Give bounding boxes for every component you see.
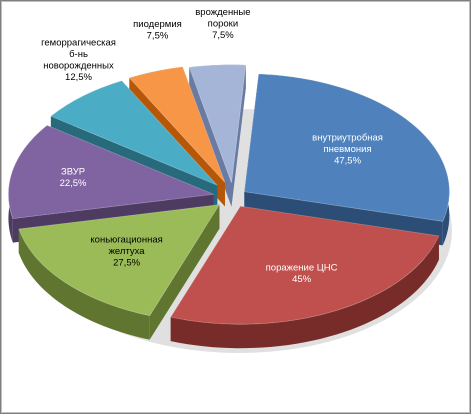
slice-category-label: новорожденных (43, 61, 114, 72)
pie-slice (50, 80, 218, 186)
slice-category-label: геморрагическая (41, 38, 116, 49)
slice-category-label: врожденные (195, 7, 250, 18)
slice-category-label: поражение ЦНС (266, 262, 338, 273)
pie-slice (8, 124, 215, 220)
slice-value-label: 12,5% (65, 72, 92, 83)
slice-category-label: пневмония (324, 144, 372, 155)
slice-category-label: внутриутробная (312, 132, 383, 143)
slice-value-label: 7,5% (212, 30, 234, 41)
slice-value-label: 22,5% (60, 178, 87, 189)
slice-value-label: 27,5% (113, 258, 140, 269)
pie-slice-edge (18, 228, 150, 340)
pie-slice-wall (231, 65, 246, 207)
slice-category-label: желтуха (109, 246, 146, 257)
pie-slice-wall (149, 204, 220, 340)
slice-value-label: 47,5% (334, 155, 361, 166)
slice-category-label: пороки (208, 18, 238, 29)
pie-slice (128, 66, 226, 183)
slice-category-label: пиодермия (133, 19, 182, 30)
slice-value-label: 45% (292, 274, 312, 285)
slice-category-label: коньюгационная (90, 235, 162, 246)
pie-slice-edge (170, 235, 439, 349)
slice-value-label: 7,5% (147, 31, 169, 42)
slice-category-label: б-нь (69, 49, 88, 60)
slice-category-label: ЗВУР (61, 166, 85, 177)
pie-slice (243, 73, 450, 222)
pie-slice (170, 205, 440, 325)
pie-slice (188, 64, 247, 183)
pie-slice (18, 204, 221, 317)
